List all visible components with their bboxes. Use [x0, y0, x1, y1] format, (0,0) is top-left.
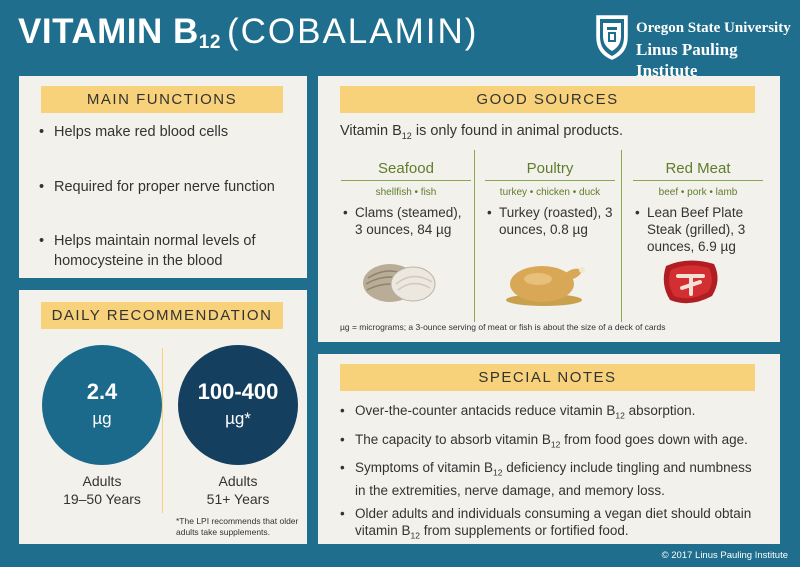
logo-line-2: Linus Pauling Institute: [636, 40, 738, 80]
source-poultry: Poultry turkey • chicken • duck Turkey (…: [485, 160, 615, 238]
divider: [162, 348, 163, 513]
source-example: Turkey (roasted), 3 ounces, 0.8 µg: [485, 204, 615, 238]
source-types: turkey • chicken • duck: [499, 187, 601, 198]
list-item: Helps maintain normal levels of homocyst…: [39, 231, 289, 271]
source-title: Seafood: [341, 160, 471, 181]
list-item: Required for proper nerve function: [39, 177, 294, 197]
source-types: beef • pork • lamb: [658, 187, 738, 198]
adult-dose-circle: 2.4 µg: [42, 345, 162, 465]
source-example: Clams (steamed), 3 ounces, 84 µg: [341, 204, 471, 238]
source-types: shellfish • fish: [375, 187, 437, 198]
special-notes-list: Over-the-counter antacids reduce vitamin…: [340, 402, 765, 545]
dose-unit: µg*: [225, 409, 251, 428]
dose-value: 2.4: [86, 379, 118, 404]
list-item: Older adults and individuals consuming a…: [340, 505, 765, 545]
divider: [474, 150, 475, 322]
clam-icon: [363, 264, 436, 302]
good-sources-heading: GOOD SOURCES: [340, 86, 755, 113]
age-label-older-adults: Adults 51+ Years: [206, 473, 270, 507]
page-title: VITAMIN B12 (COBALAMIN): [18, 12, 478, 54]
daily-recommendation-panel: DAILY RECOMMENDATION 2.4 µg Adults 19–50…: [19, 290, 307, 544]
list-item: The capacity to absorb vitamin B12 from …: [340, 431, 765, 454]
sources-intro: Vitamin B12 is only found in animal prod…: [340, 123, 623, 141]
good-sources-panel: GOOD SOURCES Vitamin B12 is only found i…: [318, 76, 780, 342]
age-label-adults: Adults 19–50 Years: [63, 473, 141, 507]
list-item: Helps make red blood cells: [39, 122, 294, 142]
title-main: VITAMIN B: [18, 12, 199, 51]
main-functions-heading: MAIN FUNCTIONS: [41, 86, 283, 113]
source-seafood: Seafood shellfish • fish Clams (steamed)…: [341, 160, 471, 238]
logo-line-1: Oregon State University: [636, 20, 791, 36]
title-subscript: 12: [198, 32, 221, 53]
special-notes-panel: SPECIAL NOTES Over-the-counter antacids …: [318, 354, 780, 544]
older-adult-dose-circle: 100-400 µg*: [178, 345, 298, 465]
sources-footnote: µg = micrograms; a 3-ounce serving of me…: [340, 322, 666, 332]
source-title: Red Meat: [633, 160, 763, 181]
dose-value: 100-400: [197, 379, 279, 404]
roast-turkey-icon: [506, 266, 585, 306]
source-title: Poultry: [485, 160, 615, 181]
title-paren: (COBALAMIN): [226, 12, 479, 51]
main-functions-panel: MAIN FUNCTIONS Helps make red blood cell…: [19, 76, 307, 278]
steak-icon: [663, 260, 718, 304]
source-red-meat: Red Meat beef • pork • lamb Lean Beef Pl…: [633, 160, 763, 255]
header: VITAMIN B12 (COBALAMIN) Oregon State Univ…: [0, 0, 800, 80]
daily-footnote: *The LPI recommends that older adults ta…: [176, 516, 299, 537]
source-example: Lean Beef Plate Steak (grilled), 3 ounce…: [633, 204, 763, 255]
daily-recommendation-heading: DAILY RECOMMENDATION: [41, 302, 283, 329]
shield-logo-icon: [596, 15, 628, 60]
divider: [621, 150, 622, 322]
osu-lpi-logo: Oregon State University Linus Pauling In…: [592, 13, 792, 80]
list-item: Symptoms of vitamin B12 deficiency inclu…: [340, 459, 765, 499]
copyright: © 2017 Linus Pauling Institute: [661, 550, 788, 561]
special-notes-heading: SPECIAL NOTES: [340, 364, 755, 391]
dose-unit: µg: [92, 409, 112, 428]
list-item: Over-the-counter antacids reduce vitamin…: [340, 402, 765, 425]
